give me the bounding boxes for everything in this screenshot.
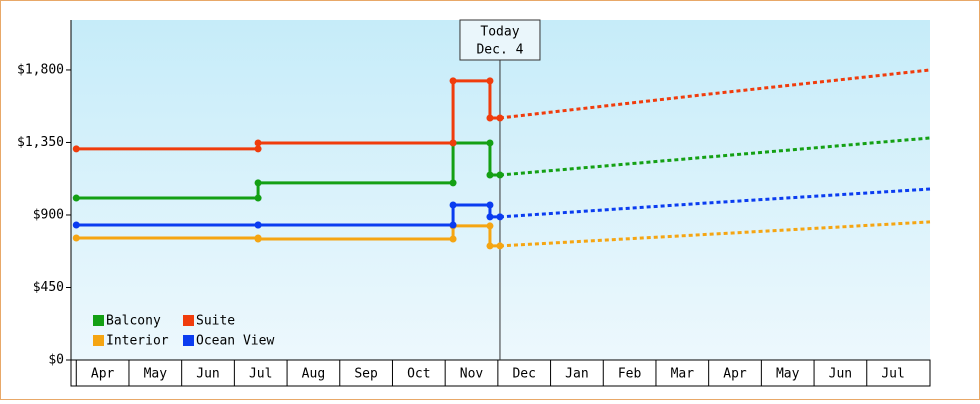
x-tick-label: Feb <box>618 367 642 382</box>
point <box>486 201 494 209</box>
plot-area <box>71 20 930 360</box>
x-tick-label: Jul <box>881 367 904 382</box>
x-tick-label: Nov <box>460 367 484 382</box>
x-tick-label: Sep <box>354 367 378 382</box>
point <box>449 77 457 85</box>
point <box>496 114 504 122</box>
point <box>449 139 457 147</box>
forecast-line <box>499 187 931 219</box>
x-tick-label: Dec <box>512 367 535 382</box>
y-tick-label: $1,800 <box>17 62 64 77</box>
point <box>72 194 80 202</box>
y-tick-label: $1,350 <box>17 135 64 150</box>
legend-swatch <box>93 335 104 346</box>
point <box>486 171 494 179</box>
point <box>72 221 80 229</box>
point <box>254 194 262 202</box>
point <box>486 242 494 250</box>
x-tick-label: Jan <box>565 367 588 382</box>
legend-label: Interior <box>106 334 169 349</box>
x-tick-label: Jun <box>196 367 219 382</box>
x-tick-label: Apr <box>723 367 747 382</box>
point <box>486 139 494 147</box>
x-tick-label: Jul <box>249 367 272 382</box>
point <box>254 235 262 243</box>
legend-label: Ocean View <box>196 334 274 349</box>
point <box>449 201 457 209</box>
point <box>254 139 262 147</box>
x-tick-label: May <box>144 367 168 382</box>
point <box>496 213 504 221</box>
x-axis-band <box>70 359 931 387</box>
legend-swatch <box>183 315 194 326</box>
legend-label: Balcony <box>106 314 161 329</box>
legend-swatch <box>93 315 104 326</box>
x-tick-label: Aug <box>302 367 325 382</box>
x-tick-label: Apr <box>91 367 115 382</box>
point <box>496 242 504 250</box>
point <box>449 179 457 187</box>
forecast-line <box>499 68 931 120</box>
today-label: Dec. 4 <box>476 43 523 58</box>
x-tick-label: May <box>776 367 800 382</box>
x-tick-label: Jun <box>829 367 852 382</box>
point <box>72 234 80 242</box>
y-tick-label: $0 <box>48 353 64 368</box>
point <box>254 221 262 229</box>
point <box>254 179 262 187</box>
point <box>72 145 80 153</box>
y-tick-label: $900 <box>33 207 64 222</box>
legend-swatch <box>183 335 194 346</box>
today-label: Today <box>480 25 519 40</box>
point <box>449 235 457 243</box>
legend-label: Suite <box>196 314 235 329</box>
point <box>254 145 262 153</box>
forecast-line <box>499 136 931 177</box>
point <box>449 221 457 229</box>
x-tick-label: Oct <box>407 367 430 382</box>
today-box <box>459 19 541 61</box>
point <box>486 213 494 221</box>
point <box>486 114 494 122</box>
y-tick-label: $450 <box>33 280 64 295</box>
x-tick-label: Mar <box>671 367 695 382</box>
point <box>486 222 494 230</box>
point <box>486 77 494 85</box>
point <box>496 171 504 179</box>
